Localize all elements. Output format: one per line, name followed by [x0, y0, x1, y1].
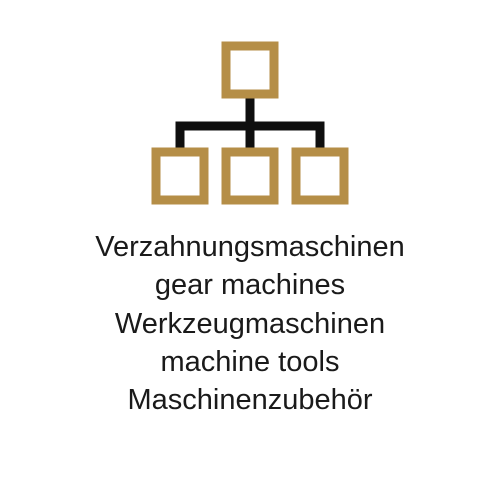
- label-line-3: Werkzeugmaschinen: [95, 305, 405, 343]
- label-line-1: Verzahnungsmaschinen: [95, 228, 405, 266]
- label-line-4: machine tools: [95, 343, 405, 381]
- label-line-2: gear machines: [95, 266, 405, 304]
- category-labels: Verzahnungsmaschinen gear machines Werkz…: [95, 228, 405, 419]
- label-line-5: Maschinenzubehör: [95, 381, 405, 419]
- org-chart-icon: [140, 40, 360, 210]
